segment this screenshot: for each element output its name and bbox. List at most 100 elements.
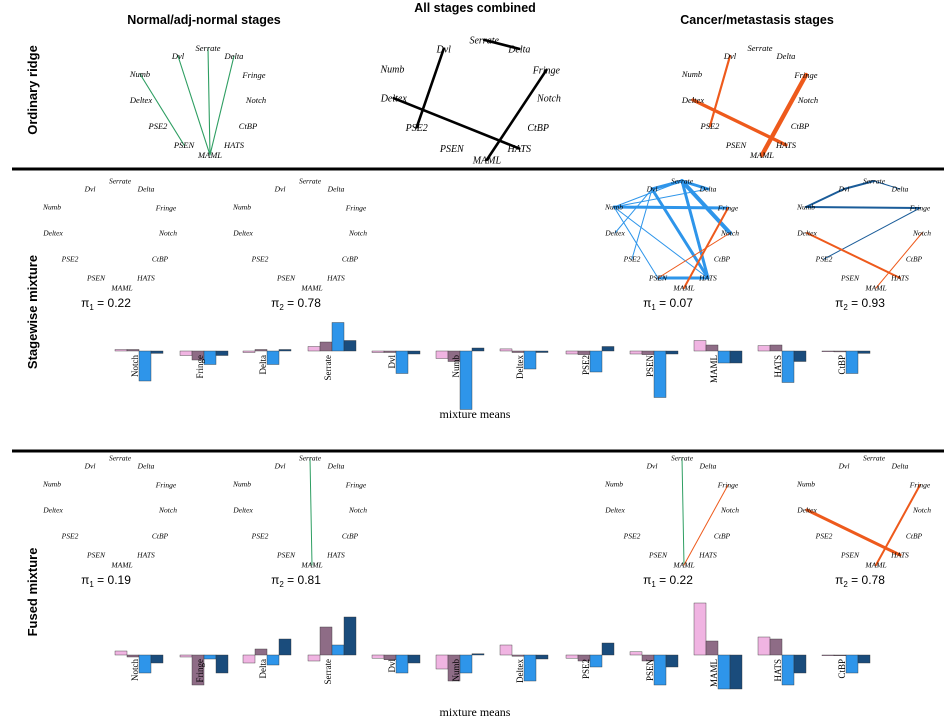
gene-label-maml: MAML xyxy=(197,150,222,160)
gene-label-psen: PSEN xyxy=(648,551,668,560)
bar-maml-s1 xyxy=(693,340,707,352)
edge-maml-serrate xyxy=(207,47,211,156)
title-combined: All stages combined xyxy=(414,1,536,15)
bar-delta-s1 xyxy=(242,350,256,353)
bar-fringe-s1 xyxy=(179,654,193,658)
gene-label-deltex: Deltex xyxy=(232,506,253,515)
gene-label-numb: Numb xyxy=(604,203,623,212)
gene-label-ctbp: CtBP xyxy=(342,532,359,541)
bar-hats-s2 xyxy=(769,638,783,656)
tick-label-ctbp: CtBP xyxy=(837,355,847,375)
bar-deltex-s2 xyxy=(511,654,525,657)
bar-hats-s3 xyxy=(781,350,795,383)
gene-label-pse2: PSE2 xyxy=(251,532,269,541)
edge-dvl-serrate xyxy=(650,179,684,191)
gene-label-notch: Notch xyxy=(720,229,739,238)
bar-ctbp-s2 xyxy=(833,654,847,657)
bar-serrate-s3 xyxy=(331,644,345,656)
gene-label-maml: MAML xyxy=(672,284,694,293)
bar-delta-s1 xyxy=(242,654,256,664)
bar-numb-s1 xyxy=(435,350,449,359)
gene-label-fringe: Fringe xyxy=(155,204,177,213)
tick-label-hats: HATS xyxy=(773,355,783,378)
gene-label-maml: MAML xyxy=(864,561,886,570)
gene-label-serrate: Serrate xyxy=(671,177,694,186)
gene-label-hats: HATS xyxy=(326,551,345,560)
edge-dvl-pse2 xyxy=(415,47,446,129)
bar-ctbp-s4 xyxy=(857,654,871,664)
gene-label-pse2: PSE2 xyxy=(148,121,169,131)
gene-label-delta: Delta xyxy=(507,44,530,55)
bar-maml-s3 xyxy=(717,350,731,364)
bar-dvl-s1 xyxy=(371,350,385,353)
bar-maml-s1 xyxy=(693,602,707,656)
edge-pse2-fringe xyxy=(823,207,921,260)
gene-label-numb: Numb xyxy=(796,203,815,212)
mixing-proportion: π2 = 0.78 xyxy=(271,296,321,312)
gene-label-fringe: Fringe xyxy=(155,481,177,490)
network-panels: Serrate Delta Fringe Notch CtBP HATS MAML PSEN P… xyxy=(42,35,931,589)
gene-label-fringe: Fringe xyxy=(909,481,931,490)
gene-label-fringe: Fringe xyxy=(241,70,265,80)
mixture-means-chart-1: Notch Fringe Delta Serrate Dvl Numb Deltex PSE2… xyxy=(114,322,871,410)
gene-label-fringe: Fringe xyxy=(793,70,817,80)
bar-pse2-s3 xyxy=(589,654,603,668)
gene-label-ctbp: CtBP xyxy=(906,532,923,541)
gene-label-maml: MAML xyxy=(864,284,886,293)
mixing-proportion: π2 = 0.93 xyxy=(835,296,885,312)
bar-pse2-s4 xyxy=(601,642,615,656)
bar-serrate-s2 xyxy=(319,341,333,352)
bar-pse2-s1 xyxy=(565,654,579,659)
bar-pse2-s2 xyxy=(577,350,591,355)
edge-numb-delta xyxy=(613,188,709,208)
tick-label-dvl: Dvl xyxy=(387,659,397,673)
network-sw_cancer_2: Serrate Delta Fringe Notch CtBP HATS MAML PSEN P… xyxy=(796,177,931,312)
edge-numb-hats xyxy=(613,206,709,279)
bar-fringe-s2 xyxy=(191,654,205,686)
edge-maml-dvl xyxy=(177,55,211,156)
bar-numb-s3 xyxy=(459,654,473,674)
bar-deltex-s3 xyxy=(523,350,537,370)
bar-fringe-s3 xyxy=(203,654,217,660)
gene-label-maml: MAML xyxy=(749,150,774,160)
gene-label-delta: Delta xyxy=(327,185,345,194)
gene-label-psen: PSEN xyxy=(439,144,465,155)
bar-serrate-s3 xyxy=(331,322,345,352)
gene-label-pse2: PSE2 xyxy=(815,255,833,264)
gene-label-hats: HATS xyxy=(890,274,909,283)
bar-psen-s3 xyxy=(653,350,667,398)
tick-label-deltex: Deltex xyxy=(515,355,525,379)
bar-dvl-s4 xyxy=(407,350,421,355)
bar-psen-s1 xyxy=(629,350,643,355)
bar-psen-s4 xyxy=(665,350,679,355)
gene-label-fringe: Fringe xyxy=(345,204,367,213)
gene-label-deltex: Deltex xyxy=(796,506,817,515)
edge-serrate-delta xyxy=(680,179,710,191)
gene-label-psen: PSEN xyxy=(276,551,296,560)
gene-label-pse2: PSE2 xyxy=(623,532,641,541)
gene-label-ctbp: CtBP xyxy=(342,255,359,264)
mixture-means-chart-2: Notch Fringe Delta Serrate Dvl Numb Deltex PSE2… xyxy=(114,602,871,690)
network-fu_normal_2: Serrate Delta Fringe Notch CtBP HATS MAML PSEN P… xyxy=(232,454,367,589)
gene-label-delta: Delta xyxy=(891,462,909,471)
edge-deltex-hats xyxy=(806,232,901,279)
tick-label-notch: Notch xyxy=(130,659,140,681)
bar-fringe-s3 xyxy=(203,350,217,365)
tick-label-numb: Numb xyxy=(451,355,461,378)
gene-label-delta: Delta xyxy=(699,462,717,471)
gene-label-deltex: Deltex xyxy=(380,94,408,105)
bar-notch-s2 xyxy=(126,349,140,352)
mixing-proportion: π2 = 0.78 xyxy=(835,573,885,589)
gene-label-serrate: Serrate xyxy=(195,43,220,53)
gene-label-ctbp: CtBP xyxy=(152,255,169,264)
bar-hats-s1 xyxy=(757,636,771,656)
tick-label-ctbp: CtBP xyxy=(837,659,847,679)
edge-maml-fringe xyxy=(485,68,548,162)
gene-label-serrate: Serrate xyxy=(299,177,322,186)
gene-label-dvl: Dvl xyxy=(838,185,850,194)
gene-label-serrate: Serrate xyxy=(747,43,772,53)
gene-label-psen: PSEN xyxy=(840,274,860,283)
gene-label-hats: HATS xyxy=(507,144,532,155)
